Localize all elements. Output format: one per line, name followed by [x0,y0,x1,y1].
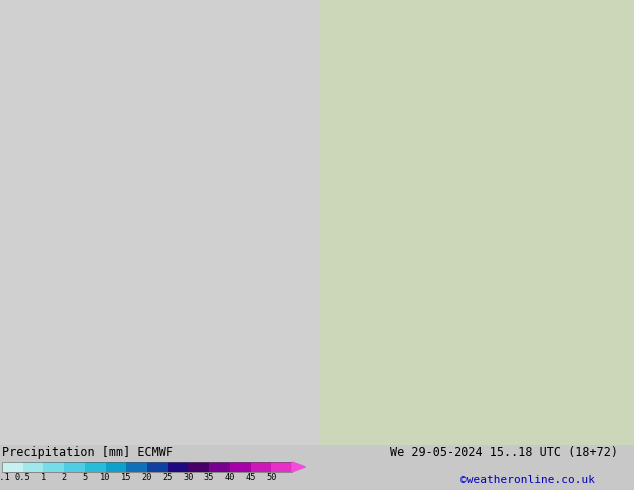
Text: 0.5: 0.5 [15,473,30,482]
Bar [168,462,188,472]
Text: 15: 15 [121,473,131,482]
Bar [126,462,147,472]
Text: Precipitation [mm] ECMWF: Precipitation [mm] ECMWF [2,446,173,459]
Bar [64,462,85,472]
Polygon shape [292,462,306,472]
Text: 35: 35 [204,473,214,482]
Bar [147,462,168,472]
Bar [23,462,43,472]
Bar [320,0,634,445]
Text: 5: 5 [82,473,87,482]
Text: 25: 25 [162,473,173,482]
Bar [188,462,209,472]
Bar [2,462,292,472]
Bar [2,462,23,472]
Text: 0.1: 0.1 [0,473,10,482]
Text: 40: 40 [224,473,235,482]
Text: 10: 10 [100,473,111,482]
Text: We 29-05-2024 15..18 UTC (18+72): We 29-05-2024 15..18 UTC (18+72) [390,446,618,459]
Text: ©weatheronline.co.uk: ©weatheronline.co.uk [460,475,595,485]
Bar [209,462,230,472]
Bar [43,462,64,472]
Bar [250,462,271,472]
Bar [106,462,126,472]
Bar [271,462,292,472]
Text: 20: 20 [142,473,152,482]
Bar [85,462,106,472]
Text: 50: 50 [266,473,276,482]
Text: 2: 2 [61,473,67,482]
Text: 45: 45 [245,473,256,482]
Text: 1: 1 [41,473,46,482]
Text: 30: 30 [183,473,193,482]
Bar [230,462,250,472]
